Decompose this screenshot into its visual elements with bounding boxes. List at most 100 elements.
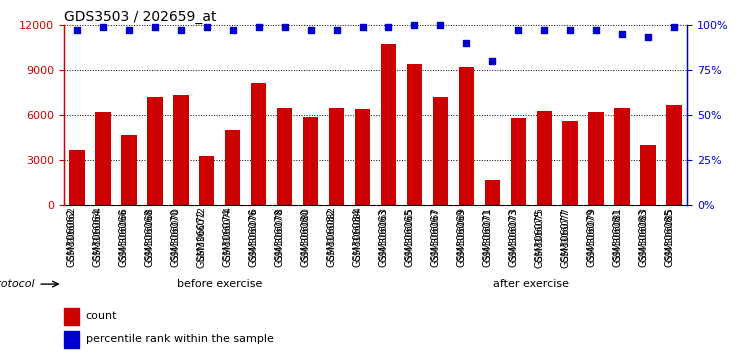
Text: GSM306081: GSM306081: [614, 207, 623, 262]
Point: [122, 27, 134, 33]
Bar: [666, 104, 682, 205]
Point: [149, 24, 161, 29]
Text: percentile rank within the sample: percentile rank within the sample: [86, 335, 273, 344]
Point: [512, 27, 524, 33]
Bar: [511, 118, 526, 205]
Text: GSM306069: GSM306069: [457, 207, 466, 262]
Point: [330, 27, 342, 33]
Bar: [69, 150, 85, 205]
Point: [564, 27, 576, 33]
Point: [409, 22, 421, 28]
Text: GSM306084: GSM306084: [354, 207, 363, 262]
Bar: [277, 108, 292, 205]
Point: [460, 40, 472, 46]
Text: GSM306067: GSM306067: [431, 207, 440, 262]
Text: GSM306064: GSM306064: [94, 207, 103, 262]
Text: protocol: protocol: [0, 279, 35, 289]
Text: GSM306074: GSM306074: [222, 209, 233, 267]
Bar: [329, 108, 344, 205]
Bar: [121, 135, 137, 205]
Text: GSM306068: GSM306068: [146, 207, 155, 262]
Bar: [459, 67, 474, 205]
Text: GSM306063: GSM306063: [379, 207, 388, 262]
Text: GSM306077: GSM306077: [561, 207, 570, 262]
Point: [382, 24, 394, 29]
Bar: [614, 108, 630, 205]
Bar: [64, 308, 80, 325]
Text: GSM306080: GSM306080: [300, 209, 311, 267]
Text: GSM306075: GSM306075: [535, 207, 544, 262]
Text: GSM306069: GSM306069: [457, 209, 466, 267]
Text: GSM306083: GSM306083: [638, 209, 648, 267]
Text: GSM306070: GSM306070: [172, 207, 181, 262]
Text: GSM306079: GSM306079: [587, 209, 596, 267]
Bar: [381, 44, 397, 205]
Text: GSM306067: GSM306067: [430, 209, 440, 267]
Bar: [641, 145, 656, 205]
Text: GSM306073: GSM306073: [508, 209, 518, 267]
Text: GSM306083: GSM306083: [639, 207, 648, 262]
Bar: [147, 97, 162, 205]
Text: GSM306078: GSM306078: [276, 207, 285, 262]
Text: GSM306084: GSM306084: [352, 209, 363, 267]
Bar: [225, 130, 240, 205]
Point: [668, 24, 680, 29]
Bar: [433, 97, 448, 205]
Text: GDS3503 / 202659_at: GDS3503 / 202659_at: [64, 10, 216, 24]
Point: [279, 24, 291, 29]
Bar: [536, 110, 552, 205]
Text: GSM306076: GSM306076: [249, 207, 258, 262]
Text: GSM306077: GSM306077: [560, 209, 570, 268]
Bar: [484, 180, 500, 205]
Bar: [303, 116, 318, 205]
Point: [252, 24, 264, 29]
Text: after exercise: after exercise: [493, 279, 569, 289]
Text: GSM306068: GSM306068: [145, 209, 155, 267]
Text: GSM306070: GSM306070: [170, 209, 181, 267]
Text: GSM306066: GSM306066: [119, 207, 128, 262]
Point: [357, 24, 369, 29]
Point: [487, 58, 499, 64]
Point: [590, 27, 602, 33]
Text: GSM306076: GSM306076: [249, 209, 258, 267]
Text: GSM306062: GSM306062: [68, 207, 77, 262]
Text: GSM306072: GSM306072: [198, 207, 207, 262]
Text: GSM306075: GSM306075: [534, 209, 544, 268]
Point: [175, 27, 187, 33]
Text: GSM306085: GSM306085: [664, 209, 674, 267]
Point: [617, 31, 629, 37]
Text: GSM306079: GSM306079: [587, 207, 596, 262]
Point: [538, 27, 550, 33]
Text: GSM306078: GSM306078: [275, 209, 285, 267]
Text: count: count: [86, 312, 117, 321]
Point: [642, 35, 654, 40]
Text: GSM306066: GSM306066: [119, 209, 128, 267]
Text: GSM306082: GSM306082: [327, 207, 336, 262]
Text: before exercise: before exercise: [177, 279, 262, 289]
Text: GSM306063: GSM306063: [379, 209, 388, 267]
Text: GSM306080: GSM306080: [302, 207, 311, 262]
Bar: [173, 95, 189, 205]
Text: GSM306072: GSM306072: [197, 209, 207, 268]
Text: GSM306071: GSM306071: [482, 209, 493, 267]
Bar: [64, 331, 80, 348]
Bar: [407, 64, 422, 205]
Text: GSM306062: GSM306062: [67, 209, 77, 267]
Text: GSM306065: GSM306065: [406, 207, 415, 262]
Text: GSM306065: GSM306065: [405, 209, 415, 267]
Point: [227, 27, 239, 33]
Text: GSM306073: GSM306073: [509, 207, 518, 262]
Text: GSM306071: GSM306071: [484, 207, 493, 262]
Point: [71, 27, 83, 33]
Text: GSM306064: GSM306064: [93, 209, 103, 267]
Text: GSM306081: GSM306081: [612, 209, 623, 267]
Point: [434, 22, 446, 28]
Text: GSM306074: GSM306074: [224, 207, 233, 262]
Text: GSM306082: GSM306082: [327, 209, 336, 267]
Bar: [199, 156, 215, 205]
Point: [97, 24, 109, 29]
Point: [305, 27, 317, 33]
Bar: [354, 109, 370, 205]
Bar: [562, 121, 578, 205]
Bar: [95, 112, 110, 205]
